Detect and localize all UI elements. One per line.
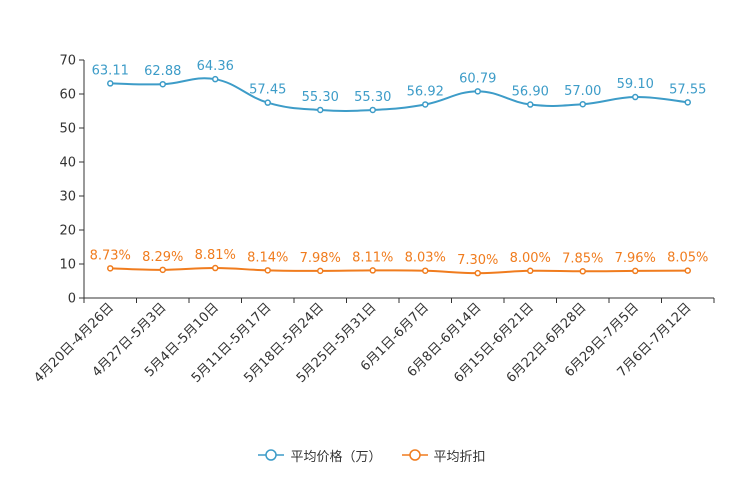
- data-point: [579, 100, 586, 108]
- legend-item-price[interactable]: 平均价格（万）: [258, 446, 382, 465]
- data-point: [579, 268, 586, 275]
- data-point: [107, 265, 114, 272]
- data-label: 8.14%: [247, 250, 288, 265]
- legend-discount-marker: [408, 449, 421, 461]
- data-label: 57.00: [564, 84, 601, 99]
- data-point: [632, 93, 639, 101]
- data-label: 60.79: [459, 71, 496, 86]
- data-label: 8.00%: [510, 251, 551, 266]
- y-tick-label: 0: [68, 292, 76, 307]
- data-point: [474, 88, 481, 95]
- legend-price-marker: [265, 449, 278, 461]
- data-label: 8.05%: [667, 251, 708, 266]
- legend-price-label: 平均价格（万）: [290, 449, 382, 465]
- y-tick-label: 70: [59, 54, 76, 69]
- data-label: 8.73%: [90, 248, 131, 263]
- y-tick-label: 40: [59, 156, 76, 171]
- data-label: 7.96%: [615, 251, 656, 266]
- data-label: 8.81%: [195, 248, 236, 263]
- data-label: 56.90: [512, 85, 549, 100]
- data-point: [684, 99, 691, 106]
- data-point: [684, 267, 691, 274]
- data-point: [159, 80, 166, 88]
- data-label: 8.03%: [405, 251, 446, 266]
- data-point: [527, 267, 534, 275]
- data-point: [369, 106, 376, 114]
- data-label: 57.55: [669, 82, 706, 97]
- data-point: [317, 267, 324, 275]
- data-label: 55.30: [354, 90, 391, 105]
- data-point: [474, 269, 481, 277]
- y-tick-label: 20: [59, 224, 76, 239]
- data-point: [107, 80, 114, 87]
- data-point: [159, 266, 166, 274]
- data-point: [317, 106, 324, 114]
- data-label: 57.45: [249, 83, 286, 98]
- series-line-1: [110, 267, 688, 275]
- y-tick-label: 50: [59, 122, 76, 137]
- data-point: [422, 267, 429, 274]
- y-tick-label: 30: [59, 190, 76, 205]
- data-point: [422, 101, 429, 108]
- data-label: 55.30: [302, 90, 339, 105]
- data-point: [632, 267, 639, 275]
- y-tick-label: 10: [59, 258, 76, 273]
- data-label: 62.88: [144, 64, 181, 79]
- legend-discount-icon: [401, 449, 428, 461]
- line-chart: 0102030405060704月20日-4月26日4月27日-5月3日5月4日…: [31, 54, 715, 386]
- legend: 平均价格（万） 平均折扣: [0, 444, 744, 466]
- data-label: 59.10: [617, 77, 654, 92]
- data-point: [264, 99, 271, 106]
- data-point: [264, 267, 271, 274]
- data-label: 7.98%: [300, 251, 341, 266]
- legend-item-discount[interactable]: 平均折扣: [401, 446, 486, 465]
- series-line-0: [110, 77, 688, 112]
- data-label: 56.92: [407, 84, 444, 99]
- data-label: 8.29%: [142, 250, 183, 265]
- data-label: 63.11: [92, 63, 129, 78]
- data-label: 7.85%: [562, 251, 603, 266]
- data-point: [527, 101, 534, 108]
- data-point: [369, 267, 376, 274]
- y-tick-label: 60: [59, 88, 76, 103]
- data-label: 7.30%: [457, 253, 498, 268]
- data-label: 64.36: [197, 59, 234, 74]
- legend-discount-label: 平均折扣: [433, 449, 486, 465]
- data-point: [212, 75, 219, 83]
- legend-price-icon: [258, 449, 285, 461]
- data-point: [212, 264, 219, 272]
- data-label: 8.11%: [352, 250, 393, 265]
